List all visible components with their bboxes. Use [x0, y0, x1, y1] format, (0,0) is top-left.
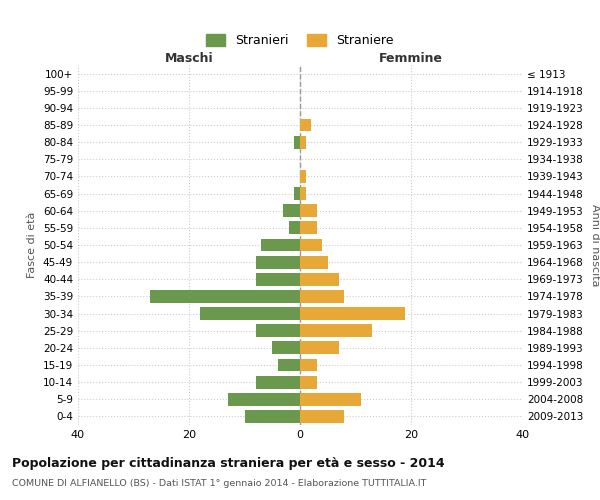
Bar [300, 410, 344, 423]
Bar [300, 358, 317, 372]
Bar [245, 410, 300, 423]
Bar [272, 342, 300, 354]
Bar [300, 204, 317, 217]
Bar [261, 238, 300, 252]
Y-axis label: Anni di nascita: Anni di nascita [590, 204, 600, 286]
Bar [150, 290, 300, 303]
Bar [300, 222, 317, 234]
Bar [300, 324, 372, 337]
Bar [300, 238, 322, 252]
Bar [300, 393, 361, 406]
Bar [300, 273, 339, 285]
Bar [289, 222, 300, 234]
Bar [283, 204, 300, 217]
Bar [300, 307, 406, 320]
Bar [300, 118, 311, 132]
Bar [228, 393, 300, 406]
Bar [256, 324, 300, 337]
Bar [278, 358, 300, 372]
Bar [300, 136, 305, 148]
Bar [300, 290, 344, 303]
Y-axis label: Fasce di età: Fasce di età [28, 212, 37, 278]
Bar [200, 307, 300, 320]
Text: Popolazione per cittadinanza straniera per età e sesso - 2014: Popolazione per cittadinanza straniera p… [12, 458, 445, 470]
Text: COMUNE DI ALFIANELLO (BS) - Dati ISTAT 1° gennaio 2014 - Elaborazione TUTTITALIA: COMUNE DI ALFIANELLO (BS) - Dati ISTAT 1… [12, 479, 427, 488]
Bar [300, 342, 339, 354]
Bar [295, 187, 300, 200]
Text: Maschi: Maschi [164, 52, 214, 65]
Bar [300, 256, 328, 268]
Bar [300, 187, 305, 200]
Bar [300, 376, 317, 388]
Legend: Stranieri, Straniere: Stranieri, Straniere [200, 28, 400, 54]
Bar [300, 170, 305, 183]
Text: Femmine: Femmine [379, 52, 443, 65]
Bar [295, 136, 300, 148]
Bar [256, 256, 300, 268]
Bar [256, 273, 300, 285]
Bar [256, 376, 300, 388]
